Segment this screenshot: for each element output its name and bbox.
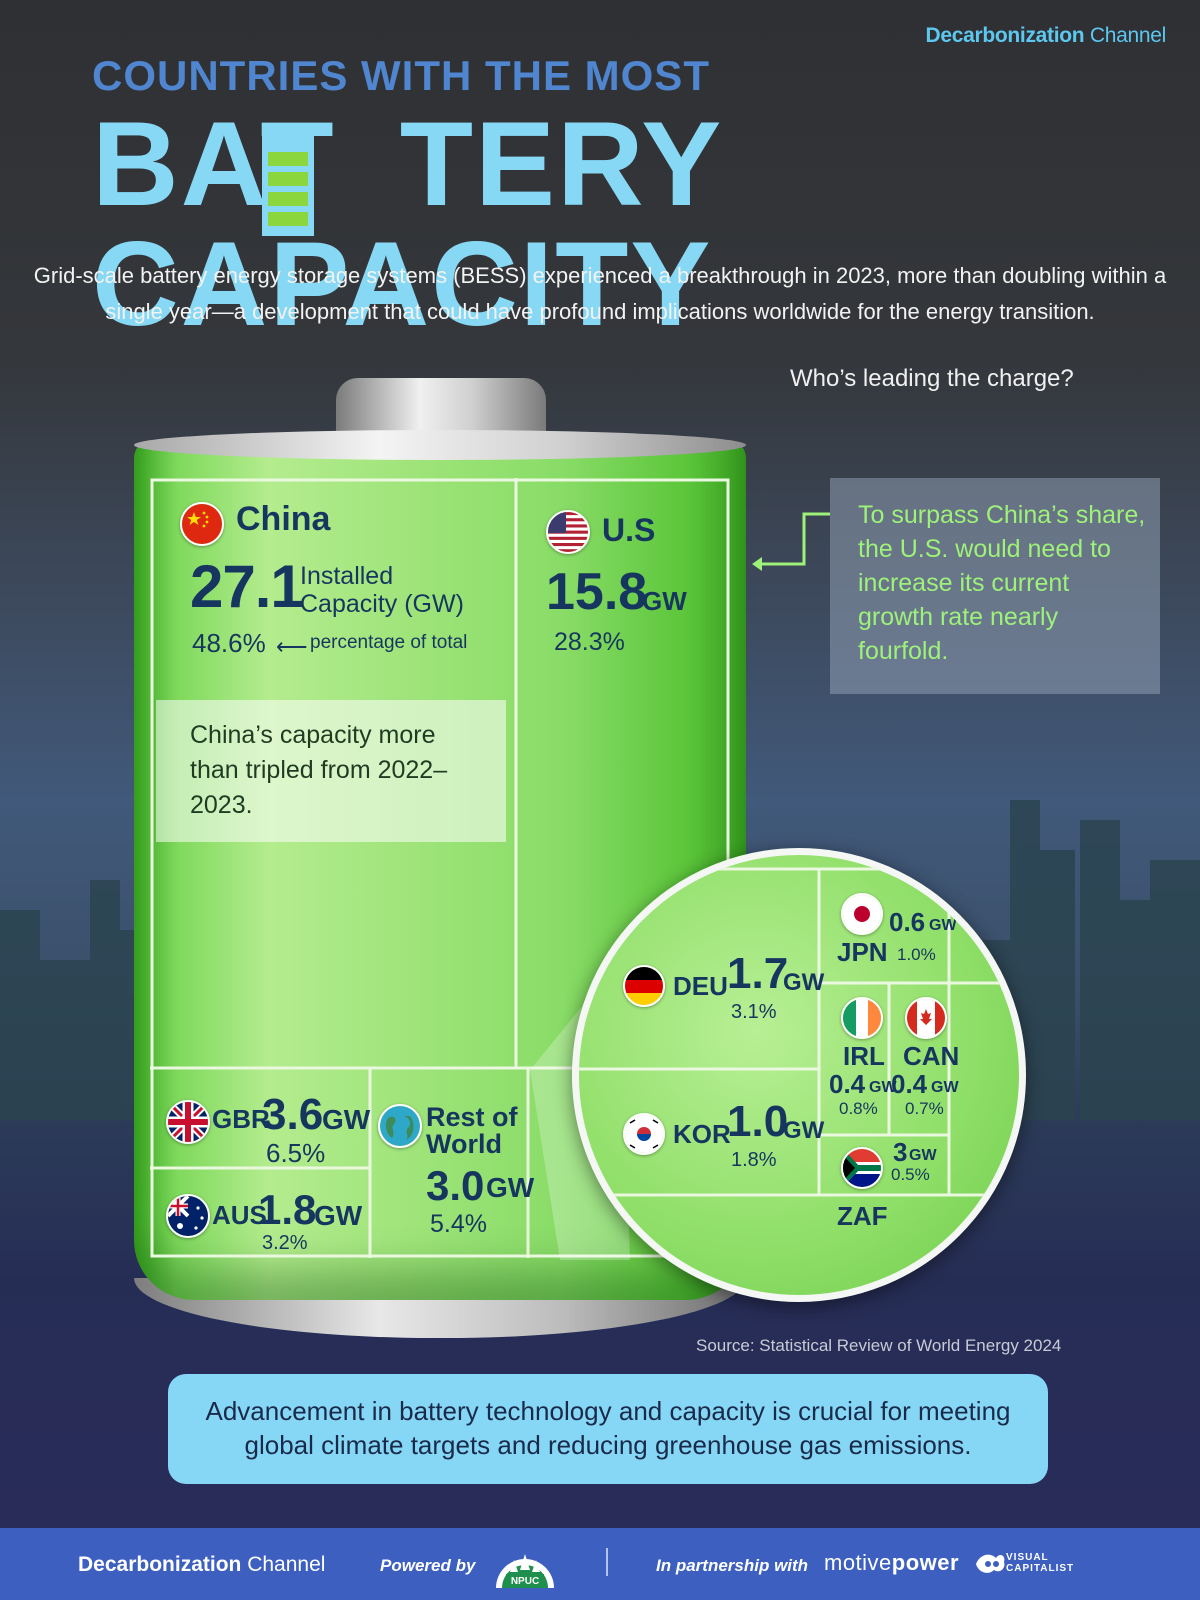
- china-callout-text: China’s capacity more than tripled from …: [190, 721, 448, 819]
- zaf-unit: GW: [909, 1147, 937, 1164]
- can-share: 0.7%: [905, 1099, 944, 1118]
- jpn-share: 1.0%: [897, 945, 936, 964]
- row-share: 5.4%: [430, 1210, 487, 1238]
- us-flag-icon: [546, 510, 590, 554]
- bottom-message: Advancement in battery technology and ca…: [205, 1396, 1011, 1460]
- zaf-share: 0.5%: [891, 1165, 930, 1184]
- irl-label: IRL: [843, 1041, 885, 1071]
- zoom-grid: [579, 867, 1019, 1197]
- zaf-value: 3: [893, 1137, 908, 1167]
- kor-share: 1.8%: [731, 1149, 777, 1171]
- aus-share: 3.2%: [262, 1232, 308, 1254]
- us-value: 15.8: [546, 563, 648, 621]
- share-legend-note: percentage of total: [310, 632, 468, 653]
- row-value: 3.0: [426, 1162, 485, 1209]
- gbr-unit: GW: [322, 1104, 371, 1135]
- connector-arrow-icon: [752, 512, 830, 571]
- intro-text: Grid-scale battery energy storage system…: [33, 263, 1167, 324]
- deu-share: 3.1%: [731, 1001, 777, 1023]
- row-label: Rest of World: [426, 1102, 518, 1159]
- kor-unit: GW: [783, 1117, 825, 1144]
- jpn-unit: GW: [929, 917, 957, 934]
- gbr-flag-icon: [166, 1100, 210, 1144]
- gbr-share: 6.5%: [266, 1138, 326, 1168]
- motivepower-logo: motivepower: [824, 1550, 960, 1575]
- us-share: 28.3%: [554, 628, 625, 656]
- visual-capitalist-logo-icon: [976, 1554, 1005, 1573]
- zoom-inset: DEU 1.7 GW 3.1% KOR 1.0 GW 1.8% 0.6 GW J…: [572, 848, 1026, 1302]
- jpn-label: JPN: [837, 937, 888, 967]
- deu-flag-icon: [623, 965, 665, 1007]
- us-label: U.S: [602, 512, 656, 548]
- irl-share: 0.8%: [839, 1099, 878, 1118]
- china-value: 27.1: [190, 553, 304, 620]
- aus-label: AUS: [212, 1200, 267, 1230]
- battery-rim: [134, 430, 746, 460]
- npuc-text: NPUC: [511, 1576, 539, 1587]
- kor-label: KOR: [673, 1119, 731, 1149]
- deu-unit: GW: [783, 969, 825, 996]
- zaf-label: ZAF: [837, 1201, 888, 1231]
- china-share: 48.6%: [192, 628, 266, 658]
- deu-value: 1.7: [727, 949, 789, 998]
- irl-value: 0.4: [829, 1069, 866, 1099]
- footer-brand-logo: Decarbonization Channel: [78, 1553, 326, 1576]
- can-flag-icon: [905, 997, 947, 1039]
- globe-icon: [378, 1104, 422, 1148]
- row-unit: GW: [486, 1172, 535, 1203]
- china-callout-box: [156, 700, 506, 842]
- us-unit: GW: [642, 586, 687, 616]
- jpn-value: 0.6: [889, 907, 926, 937]
- powered-by-label: Powered by: [380, 1556, 476, 1575]
- aus-value: 1.8: [258, 1186, 317, 1233]
- footer-divider: [606, 1548, 608, 1576]
- gbr-label: GBR: [212, 1104, 270, 1134]
- deu-label: DEU: [673, 971, 728, 1001]
- china-value-label: Installed Capacity (GW): [300, 562, 464, 618]
- tagline: Who’s leading the charge?: [790, 365, 1074, 392]
- jpn-flag-icon: [841, 893, 883, 935]
- us-callout-box: [830, 478, 1160, 694]
- visual-capitalist-text: VISUAL CAPITALIST: [1006, 1552, 1075, 1574]
- gbr-value: 3.6: [262, 1090, 324, 1139]
- kor-flag-icon: [623, 1113, 665, 1155]
- can-value: 0.4: [891, 1069, 928, 1099]
- source-note: Source: Statistical Review of World Ener…: [696, 1336, 1062, 1355]
- title-kicker: COUNTRIES WITH THE MOST: [92, 52, 710, 99]
- npuc-logo-icon: NPUC: [496, 1554, 554, 1588]
- bottom-message-box: [168, 1374, 1048, 1484]
- kor-value: 1.0: [727, 1097, 789, 1146]
- zaf-flag-icon: [841, 1147, 883, 1189]
- battery-cap: [336, 378, 546, 440]
- irl-flag-icon: [841, 997, 883, 1039]
- aus-flag-icon: [166, 1194, 210, 1238]
- us-callout-text: To surpass China’s share, the U.S. would…: [858, 501, 1146, 665]
- partnership-label: In partnership with: [656, 1556, 809, 1575]
- china-flag-icon: [180, 502, 224, 546]
- irl-unit: GW: [869, 1079, 897, 1096]
- can-label: CAN: [903, 1041, 960, 1071]
- left-arrow-icon: ⟵: [276, 634, 308, 659]
- page-title: BAT TERY CAPACITY: [92, 97, 722, 351]
- brand-logo-top: Decarbonization Channel: [925, 24, 1166, 47]
- china-label: China: [236, 500, 331, 538]
- can-unit: GW: [931, 1079, 959, 1096]
- battery-icon: [262, 126, 314, 236]
- aus-unit: GW: [314, 1200, 363, 1231]
